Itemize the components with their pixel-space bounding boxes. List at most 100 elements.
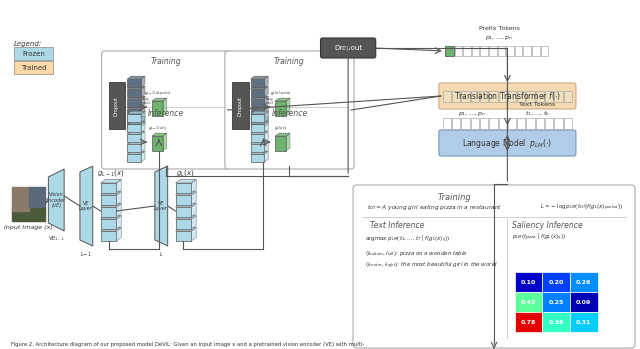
FancyBboxPatch shape xyxy=(564,118,572,129)
FancyBboxPatch shape xyxy=(14,47,53,60)
Text: Trained: Trained xyxy=(21,65,46,71)
Polygon shape xyxy=(152,101,163,116)
FancyBboxPatch shape xyxy=(109,82,125,129)
Text: 0.31: 0.31 xyxy=(576,319,591,325)
FancyBboxPatch shape xyxy=(489,46,497,56)
Polygon shape xyxy=(116,215,122,229)
Polygon shape xyxy=(127,111,145,114)
Polygon shape xyxy=(250,99,264,107)
Text: $g_L(x)_{ij}$: $g_L(x)_{ij}$ xyxy=(275,125,288,133)
Text: $t_1, \ldots, t_k$: $t_1, \ldots, t_k$ xyxy=(525,110,550,118)
FancyBboxPatch shape xyxy=(439,83,576,109)
Text: Training: Training xyxy=(274,57,305,66)
Polygon shape xyxy=(127,86,145,89)
Polygon shape xyxy=(175,203,196,207)
Text: avg
pool: avg pool xyxy=(141,97,150,105)
Text: Dropout: Dropout xyxy=(114,96,119,116)
Polygon shape xyxy=(100,219,116,229)
Polygon shape xyxy=(100,207,116,217)
Polygon shape xyxy=(141,106,145,117)
Polygon shape xyxy=(152,98,166,101)
FancyBboxPatch shape xyxy=(443,91,451,102)
Polygon shape xyxy=(127,151,145,154)
Polygon shape xyxy=(191,228,196,241)
Text: Text Inference: Text Inference xyxy=(370,222,424,230)
Polygon shape xyxy=(264,86,268,97)
Polygon shape xyxy=(191,192,196,205)
Polygon shape xyxy=(127,144,141,152)
Text: Prefix Tokens: Prefix Tokens xyxy=(479,27,520,31)
Polygon shape xyxy=(141,86,145,97)
Polygon shape xyxy=(175,219,191,229)
FancyBboxPatch shape xyxy=(499,118,507,129)
Text: $p_1, \ldots, p_n$: $p_1, \ldots, p_n$ xyxy=(458,110,486,118)
Polygon shape xyxy=(155,166,168,246)
Polygon shape xyxy=(80,166,93,246)
Text: $L$: $L$ xyxy=(159,250,163,258)
Polygon shape xyxy=(250,76,268,79)
Polygon shape xyxy=(141,121,145,132)
FancyBboxPatch shape xyxy=(102,51,231,169)
Text: $p_1, \ldots, p_n$: $p_1, \ldots, p_n$ xyxy=(485,34,513,42)
FancyBboxPatch shape xyxy=(515,46,522,56)
Text: $t_{GT}$= A young girl eating pizza in a restaurant: $t_{GT}$= A young girl eating pizza in a… xyxy=(367,202,502,211)
Polygon shape xyxy=(264,131,268,142)
Polygon shape xyxy=(127,134,141,142)
Polygon shape xyxy=(127,106,145,109)
Text: Text Tokens: Text Tokens xyxy=(519,103,556,107)
Polygon shape xyxy=(286,98,290,116)
Text: Frozen: Frozen xyxy=(22,51,45,57)
FancyBboxPatch shape xyxy=(452,118,460,129)
Polygon shape xyxy=(127,76,145,79)
Text: 0.42: 0.42 xyxy=(521,299,536,304)
FancyBboxPatch shape xyxy=(527,91,535,102)
Text: Training: Training xyxy=(438,193,472,201)
Text: 0.78: 0.78 xyxy=(521,319,536,325)
FancyBboxPatch shape xyxy=(489,91,497,102)
FancyBboxPatch shape xyxy=(225,51,354,169)
FancyBboxPatch shape xyxy=(461,91,470,102)
Polygon shape xyxy=(175,215,196,219)
Text: Saliency Inference: Saliency Inference xyxy=(512,222,582,230)
Polygon shape xyxy=(191,215,196,229)
Polygon shape xyxy=(250,121,268,124)
Polygon shape xyxy=(264,141,268,152)
FancyBboxPatch shape xyxy=(480,118,488,129)
FancyBboxPatch shape xyxy=(480,91,488,102)
Text: Inference: Inference xyxy=(271,110,308,119)
Polygon shape xyxy=(100,203,122,207)
FancyBboxPatch shape xyxy=(353,185,635,348)
Text: $p_{LM}(t_{pizza} \mid f(g_L(x)_{ij}))$: $p_{LM}(t_{pizza} \mid f(g_L(x)_{ij}))$ xyxy=(512,231,566,243)
FancyBboxPatch shape xyxy=(545,118,554,129)
Text: $\mathrm{argmax}\ p_{LM}(t_1,\ldots,t_T \mid f(g_L(x)_{ij}))$: $\mathrm{argmax}\ p_{LM}(t_1,\ldots,t_T … xyxy=(365,233,450,245)
Text: $L\!-\!1$: $L\!-\!1$ xyxy=(80,250,92,258)
Polygon shape xyxy=(250,131,268,134)
FancyBboxPatch shape xyxy=(472,46,479,56)
FancyBboxPatch shape xyxy=(445,46,454,56)
Polygon shape xyxy=(141,141,145,152)
Polygon shape xyxy=(191,179,196,193)
Polygon shape xyxy=(264,106,268,117)
Polygon shape xyxy=(250,134,264,142)
Polygon shape xyxy=(116,228,122,241)
FancyBboxPatch shape xyxy=(498,46,505,56)
Polygon shape xyxy=(127,131,145,134)
FancyBboxPatch shape xyxy=(564,91,572,102)
Polygon shape xyxy=(116,192,122,205)
Polygon shape xyxy=(152,133,166,136)
FancyBboxPatch shape xyxy=(506,46,514,56)
Polygon shape xyxy=(127,79,141,87)
Text: VE
Layer: VE Layer xyxy=(79,201,93,211)
FancyBboxPatch shape xyxy=(570,272,598,292)
Text: 0.26: 0.26 xyxy=(576,280,591,284)
Polygon shape xyxy=(127,109,141,117)
Polygon shape xyxy=(127,114,141,122)
Polygon shape xyxy=(127,124,141,132)
Polygon shape xyxy=(264,121,268,132)
Polygon shape xyxy=(175,228,196,231)
Polygon shape xyxy=(127,99,141,107)
Polygon shape xyxy=(100,215,122,219)
Text: avg
pool: avg pool xyxy=(265,97,274,105)
FancyBboxPatch shape xyxy=(508,118,516,129)
FancyBboxPatch shape xyxy=(499,91,507,102)
